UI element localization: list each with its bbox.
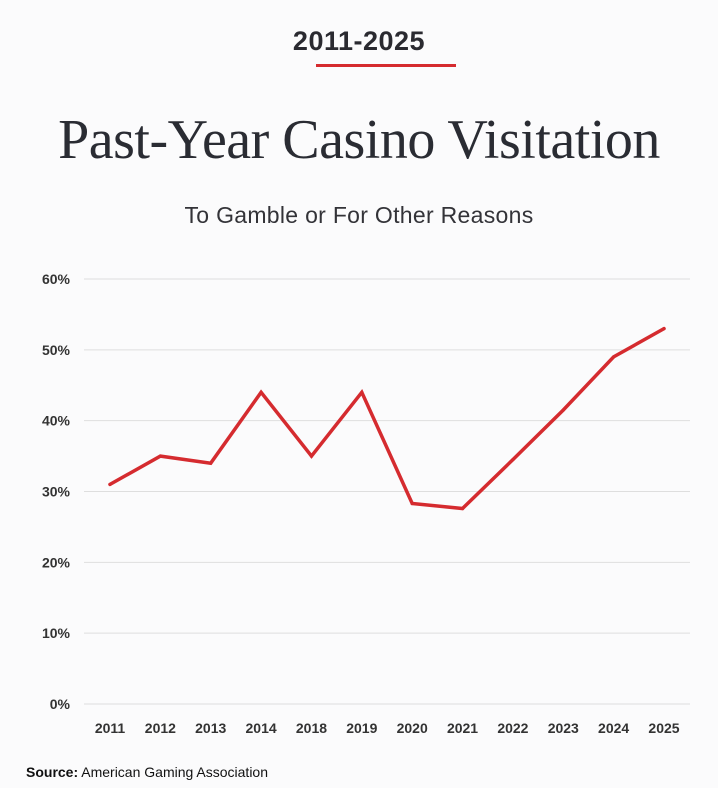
period-underline xyxy=(316,64,456,67)
series-layer xyxy=(108,326,666,511)
y-axis-ticks: 0% 10% 20% 30% 40% 50% 60% xyxy=(42,271,71,712)
y-tick-label: 10% xyxy=(42,625,71,641)
data-point xyxy=(360,390,364,394)
y-tick-label: 40% xyxy=(42,413,71,429)
grid-lines xyxy=(84,278,690,705)
x-tick-label: 2021 xyxy=(447,720,478,736)
y-tick-label: 20% xyxy=(42,554,71,570)
source-note: Source: American Gaming Association xyxy=(26,764,268,780)
x-tick-label: 2012 xyxy=(145,720,176,736)
x-tick-label: 2024 xyxy=(598,720,629,736)
y-tick-label: 0% xyxy=(50,696,71,712)
y-tick-label: 60% xyxy=(42,271,71,287)
series-line xyxy=(108,326,666,511)
x-tick-label: 2011 xyxy=(95,720,126,736)
y-tick-label: 30% xyxy=(42,484,71,500)
data-point xyxy=(209,461,213,465)
y-tick-label: 50% xyxy=(42,342,71,358)
x-tick-label: 2022 xyxy=(497,720,528,736)
x-tick-label: 2019 xyxy=(346,720,377,736)
data-point xyxy=(460,506,465,511)
x-tick-label: 2025 xyxy=(648,720,679,736)
data-point xyxy=(561,408,565,412)
data-point xyxy=(662,326,666,331)
data-point xyxy=(612,355,616,359)
x-tick-label: 2023 xyxy=(548,720,579,736)
data-point xyxy=(259,390,263,394)
source-text: American Gaming Association xyxy=(81,764,269,780)
chart-title: Past-Year Casino Visitation xyxy=(58,109,660,171)
data-point xyxy=(410,501,414,506)
data-point xyxy=(108,482,112,487)
chart-subtitle: To Gamble or For Other Reasons xyxy=(184,202,534,228)
line-chart: 0%10%20%30%40%50%60% 2011 2012 2013 2014 201… xyxy=(42,271,690,736)
x-tick-label: 2020 xyxy=(397,720,428,736)
x-axis-ticks: 2011 2012 2013 2014 2018 2019 2020 2021 2022 2023… xyxy=(95,720,680,736)
period-label: 2011-2025 xyxy=(292,26,426,56)
x-tick-label: 2018 xyxy=(296,720,327,736)
data-point xyxy=(158,454,162,458)
data-point xyxy=(309,454,314,458)
source-label: Source: xyxy=(26,764,79,780)
data-point xyxy=(511,458,515,462)
x-tick-label: 2014 xyxy=(246,720,277,736)
x-tick-label: 2013 xyxy=(195,720,226,736)
